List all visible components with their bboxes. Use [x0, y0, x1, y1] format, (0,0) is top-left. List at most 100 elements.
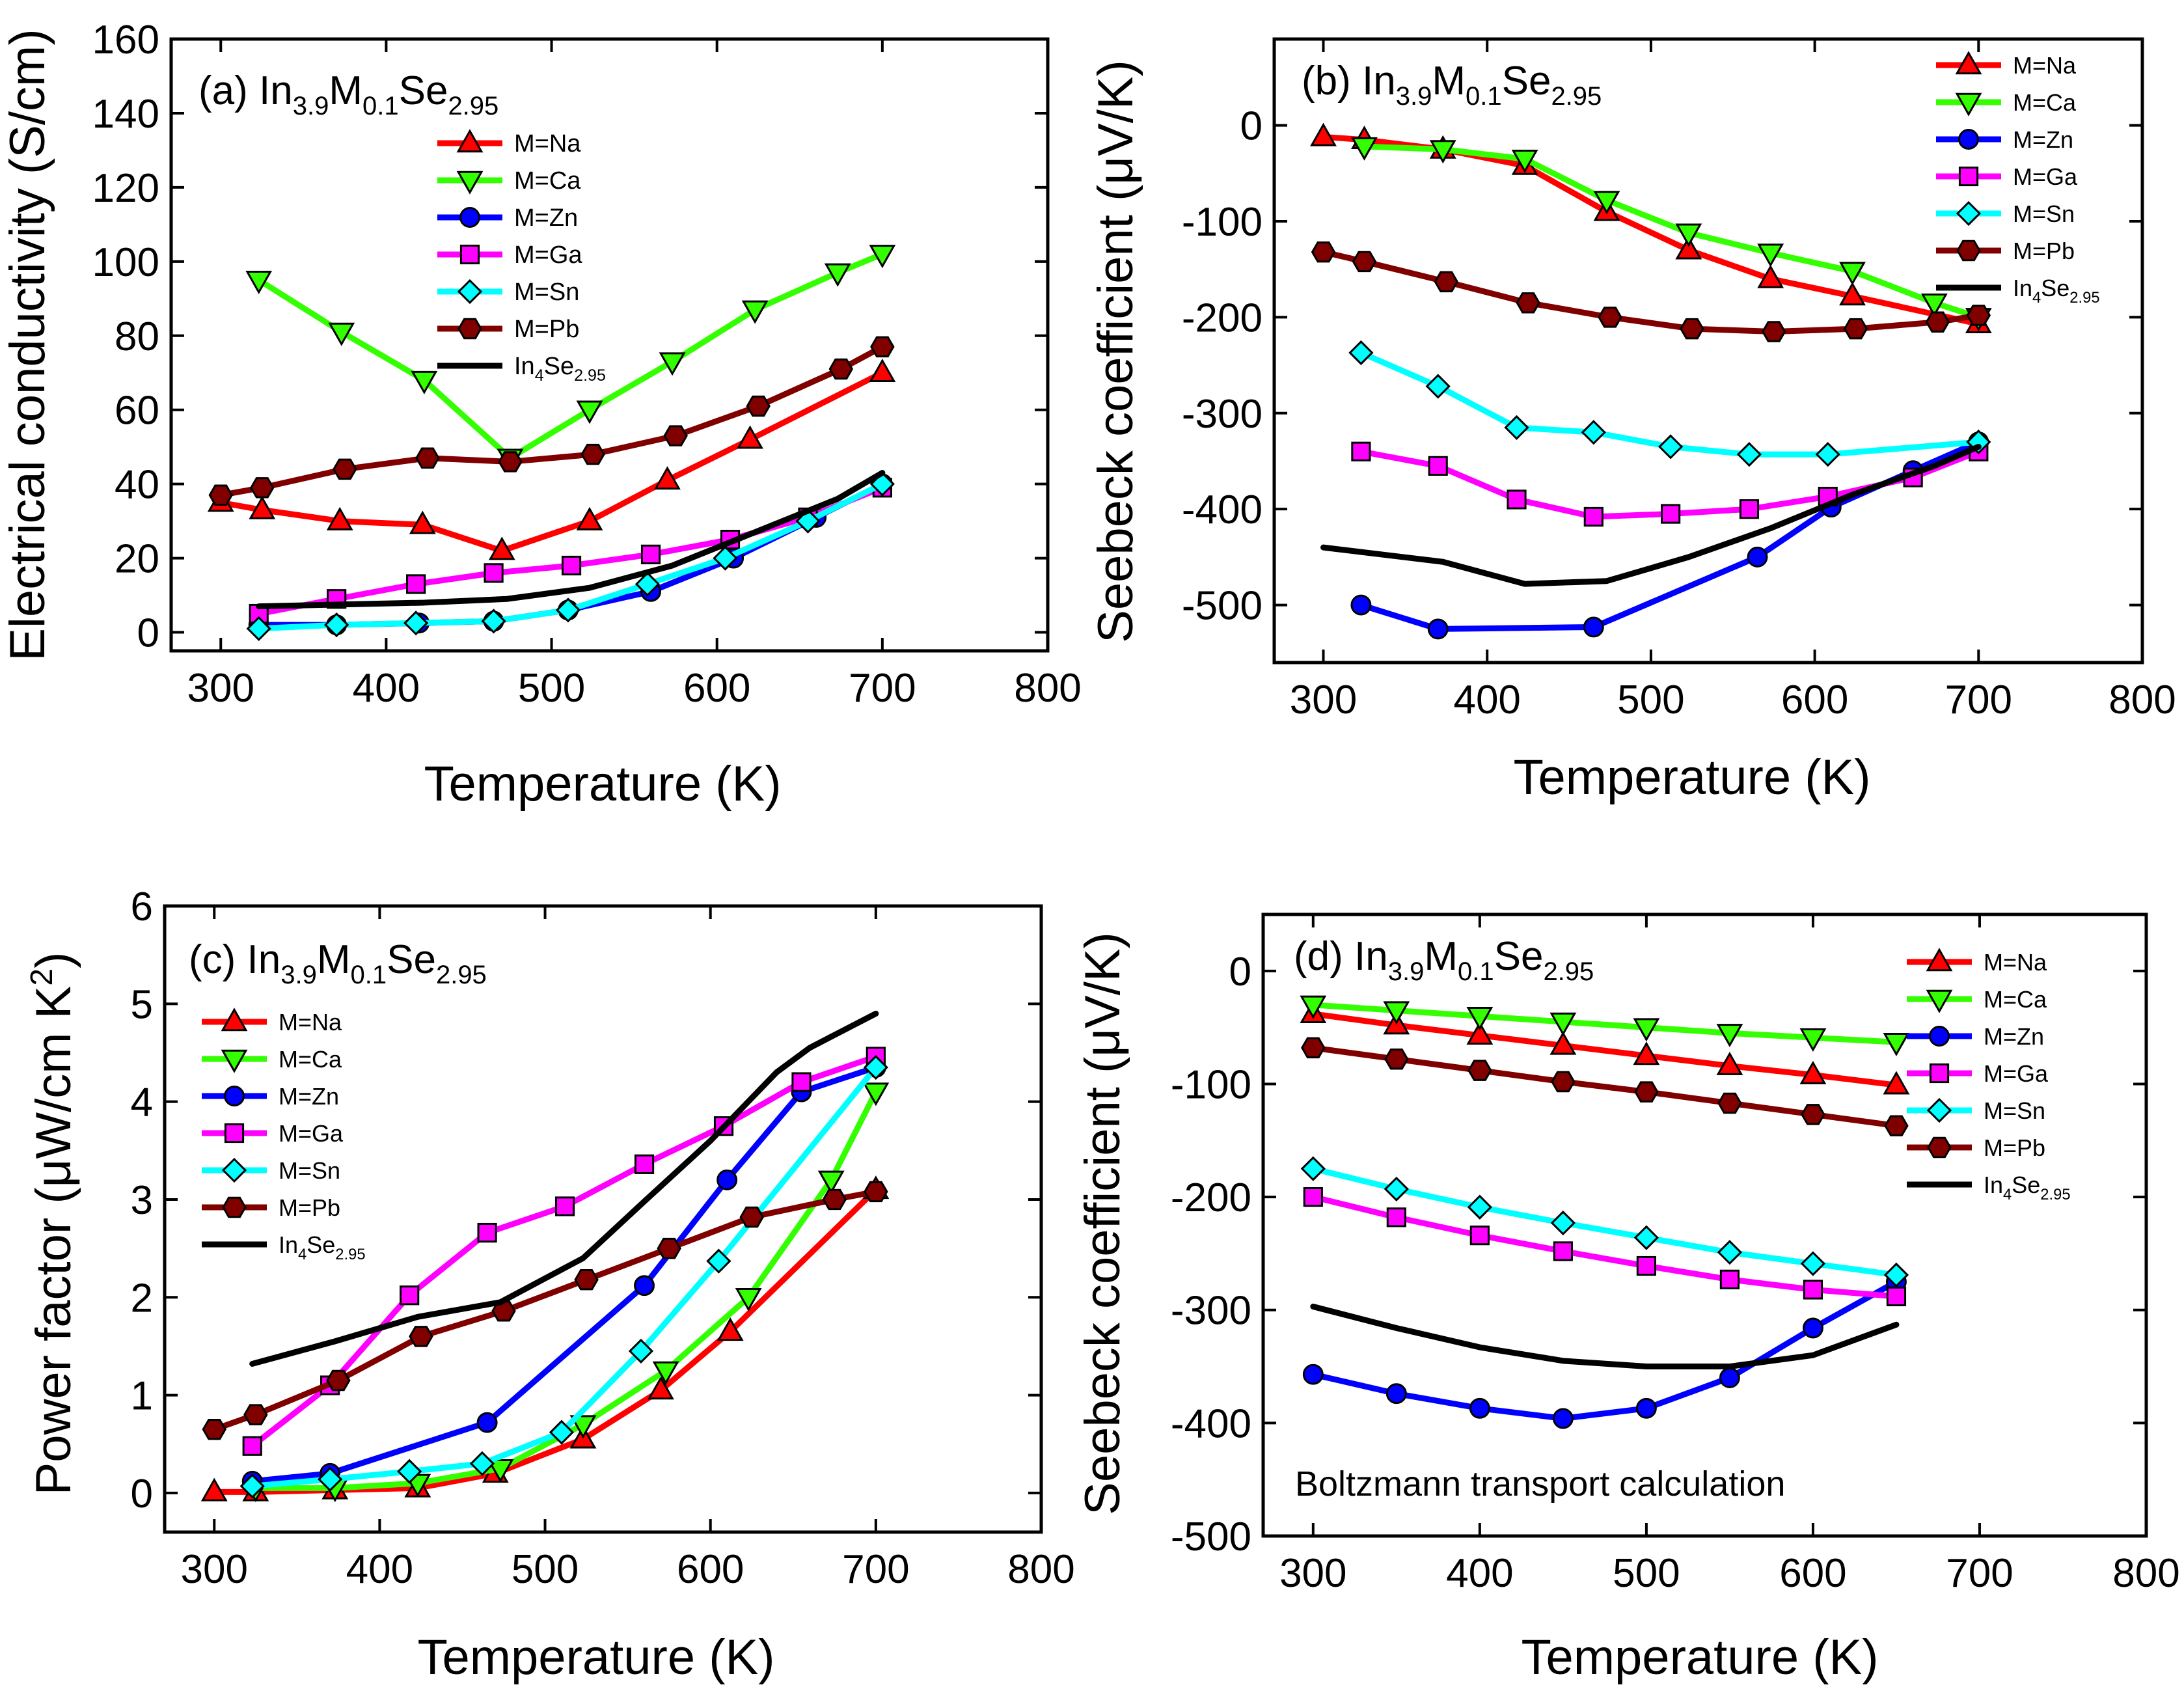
x-tick-label: 500 — [1613, 1551, 1680, 1596]
data-point-Na — [249, 495, 276, 519]
data-point-Na — [1716, 1051, 1743, 1075]
data-point-Pb — [1884, 1115, 1909, 1136]
series-line-Sn — [1358, 350, 1982, 458]
data-point-Ca — [824, 263, 851, 287]
panel-d: 300 400 500 600 700 8000-100-200-300-400-500 … — [1075, 912, 2180, 1685]
legend-label-Ga: M=Ga — [514, 241, 582, 269]
x-tick-label: 700 — [842, 1547, 909, 1592]
x-tick-label: 300 — [1290, 678, 1357, 722]
data-point-Pb — [1634, 1081, 1659, 1103]
data-point-Ga — [1803, 1280, 1823, 1300]
data-point-Na — [869, 358, 896, 382]
data-point-Na — [576, 506, 603, 530]
y-tick-label: 100 — [92, 240, 159, 285]
legend-marker-Zn — [459, 207, 480, 228]
data-point-Sn — [324, 612, 349, 638]
series-line-Ga — [1310, 1194, 1900, 1300]
data-point-Sn — [1717, 1240, 1743, 1265]
legend-marker-Na — [221, 1008, 248, 1032]
panel-a: 300 400 500 600 700 800020406080100120140160 … — [0, 18, 1082, 812]
data-point-Na — [1839, 282, 1866, 306]
data-point-Ga — [1351, 441, 1371, 461]
panel-c-xlabel: Temperature (K) — [417, 1630, 774, 1685]
data-point-Pb — [1925, 311, 1950, 333]
legend-marker-Zn — [224, 1086, 245, 1106]
panel-c: 300 400 500 600 700 800 0 1 2 3 4 5 6 Temperature (K… — [25, 885, 1075, 1685]
data-point-Ca — [1839, 262, 1866, 286]
panel-b-title: (b) In3.9M0.1Se2.95 — [1302, 59, 1602, 111]
data-point-Pb — [822, 1188, 847, 1211]
x-tick-label: 800 — [1007, 1547, 1074, 1592]
legend-label-Na: M=Na — [279, 1009, 342, 1036]
data-point-Zn — [1719, 1367, 1740, 1388]
data-point-Ca — [487, 1459, 514, 1483]
data-point-Ga — [1303, 1186, 1323, 1207]
data-point-Ga — [640, 544, 661, 564]
data-point-Sn — [635, 571, 661, 597]
data-point-Sn — [246, 616, 271, 641]
data-point-Sn — [713, 545, 738, 571]
data-point-Sn — [1736, 442, 1762, 467]
data-point-Pb — [663, 425, 688, 446]
series-line-Pb — [1320, 249, 1982, 335]
data-point-Ga — [406, 574, 426, 594]
series-line-In4 — [1320, 443, 1982, 587]
data-point-Ga — [400, 1285, 420, 1306]
data-point-Sn — [1300, 1156, 1326, 1181]
data-point-Sn — [1815, 442, 1840, 467]
y-tick-label: 40 — [115, 463, 159, 508]
legend-marker-Zn — [1958, 129, 1979, 150]
data-point-Sn — [1581, 420, 1606, 445]
panel-b-ticks: 300 400 500 600 700 800 0 -100 -200 -300 -400 -500 — [1182, 39, 2176, 722]
data-point-Pb — [415, 447, 440, 469]
panel-c-legend: M=Na M=Ca M=Zn M=Ga M=Sn M=Pb In4Se2.95 — [202, 1008, 366, 1263]
data-point-Ga — [1386, 1207, 1406, 1228]
legend-label-Na: M=Na — [514, 130, 581, 158]
data-point-Sn — [1658, 434, 1684, 459]
data-point-Na — [1757, 264, 1784, 288]
data-point-Pb — [1467, 1060, 1492, 1081]
data-point-Ca — [1351, 137, 1378, 161]
data-point-Ca — [869, 245, 896, 269]
data-point-Sn — [1633, 1225, 1659, 1250]
y-tick-label: -400 — [1182, 487, 1263, 532]
legend-label-Ca: M=Ca — [514, 167, 581, 195]
legend-marker-Pb — [1927, 1136, 1952, 1159]
x-tick-label: 400 — [1453, 678, 1520, 722]
y-tick-label: -300 — [1171, 1289, 1251, 1334]
legend-label-Sn: M=Sn — [279, 1157, 340, 1184]
data-point-Pb — [1680, 318, 1704, 340]
legend-marker-Na — [1926, 948, 1953, 972]
y-tick-label: 3 — [131, 1178, 153, 1223]
y-tick-label: 140 — [92, 92, 159, 137]
legend-marker-Ca — [221, 1049, 248, 1073]
data-point-Pb — [1843, 318, 1868, 340]
data-point-Ca — [569, 1415, 597, 1439]
legend-label-Pb: M=Pb — [2013, 238, 2075, 264]
data-point-Ga — [1507, 489, 1527, 510]
panel-c-ylabel: Power factor (μW/cm K2) — [25, 952, 81, 1496]
data-point-Ga — [1469, 1226, 1490, 1246]
data-point-Ga — [242, 1436, 262, 1456]
data-point-Ga — [1553, 1241, 1573, 1261]
x-tick-label: 700 — [849, 666, 916, 711]
data-point-Ca — [1429, 140, 1456, 164]
x-tick-label: 500 — [1617, 678, 1684, 722]
panel-d-ylabel: Seebeck coefficient (μV/K) — [1075, 932, 1130, 1515]
data-point-Ga — [1661, 504, 1681, 524]
data-point-Zn — [1552, 1408, 1574, 1429]
y-tick-label: -100 — [1171, 1062, 1251, 1107]
data-point-Pb — [1966, 305, 1991, 326]
data-point-Ca — [741, 300, 769, 324]
series-line-Pb — [217, 344, 886, 499]
data-point-Sn — [1883, 1262, 1909, 1288]
panel-d-xlabel: Temperature (K) — [1521, 1630, 1878, 1685]
legend-label-Pb: M=Pb — [1984, 1134, 2045, 1161]
x-tick-label: 600 — [677, 1547, 744, 1592]
y-tick-label: 60 — [115, 389, 159, 433]
data-point-Sn — [403, 610, 429, 636]
series-line-Sn — [249, 1064, 879, 1489]
data-point-Sn — [555, 597, 581, 623]
legend-label-Ga: M=Ga — [279, 1120, 344, 1147]
